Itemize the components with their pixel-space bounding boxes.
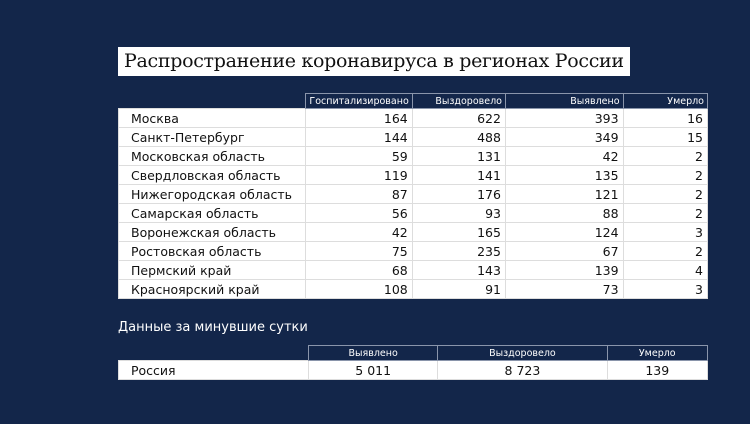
died-value: 139 [606,360,709,380]
recovered-value: 131 [411,146,506,166]
recovered-value: 176 [411,184,506,204]
region-name: Москва [117,108,307,128]
died-value: 3 [622,222,709,242]
header-hospitalized: Госпитализировано [305,93,413,109]
table-row: Красноярский край 108 91 73 3 [117,279,709,299]
recovered-value: 622 [411,108,506,128]
table-header: Выявлено Выздоровело Умерло [119,345,709,361]
header-recovered: Выздоровело [411,93,506,109]
region-name: Ростовская область [117,241,307,261]
region-name: Нижегородская область [117,184,307,204]
detected-value: 393 [504,108,624,128]
died-value: 3 [622,279,709,299]
detected-value: 67 [504,241,624,261]
recovered-value: 235 [411,241,506,261]
region-name: Красноярский край [117,279,307,299]
died-value: 16 [622,108,709,128]
hospitalized-value: 144 [305,127,413,147]
recovered-value: 8 723 [437,360,608,380]
detected-value: 349 [504,127,624,147]
detected-value: 135 [504,165,624,185]
region-name: Россия [118,360,309,380]
died-value: 15 [622,127,709,147]
header-recovered: Выздоровело [437,345,608,361]
header-detected: Выявлено [504,93,624,109]
header-blank [119,346,309,361]
detected-value: 5 011 [307,360,439,380]
hospitalized-value: 59 [305,146,413,166]
table-row: Нижегородская область 87 176 121 2 [117,184,709,204]
detected-value: 139 [504,260,624,280]
died-value: 2 [622,184,709,204]
table-row: Ростовская область 75 235 67 2 [117,241,709,261]
recovered-value: 93 [411,203,506,223]
header-died: Умерло [622,93,709,109]
region-name: Пермский край [117,260,307,280]
hospitalized-value: 42 [305,222,413,242]
regions-table: Госпитализировано Выздоровело Выявлено У… [117,93,709,299]
table-row: Московская область 59 131 42 2 [117,146,709,166]
table-row: Москва 164 622 393 16 [117,108,709,128]
page-title: Распространение коронавируса в регионах … [118,47,630,76]
table-row: Самарская область 56 93 88 2 [117,203,709,223]
died-value: 2 [622,146,709,166]
header-blank [119,94,306,109]
detected-value: 88 [504,203,624,223]
detected-value: 42 [504,146,624,166]
died-value: 4 [622,260,709,280]
table-row: Пермский край 68 143 139 4 [117,260,709,280]
hospitalized-value: 119 [305,165,413,185]
daily-table: Выявлено Выздоровело Умерло Россия 5 011… [118,345,709,380]
daily-subtitle: Данные за минувшие сутки [118,320,308,335]
died-value: 2 [622,241,709,261]
table-row: Воронежская область 42 165 124 3 [117,222,709,242]
table-row: Россия 5 011 8 723 139 [118,360,709,380]
header-detected: Выявлено [307,345,439,361]
died-value: 2 [622,203,709,223]
region-name: Санкт-Петербург [117,127,307,147]
region-name: Свердловская область [117,165,307,185]
table-row: Санкт-Петербург 144 488 349 15 [117,127,709,147]
recovered-value: 165 [411,222,506,242]
recovered-value: 488 [411,127,506,147]
hospitalized-value: 87 [305,184,413,204]
recovered-value: 91 [411,279,506,299]
detected-value: 73 [504,279,624,299]
region-name: Самарская область [117,203,307,223]
hospitalized-value: 108 [305,279,413,299]
detected-value: 121 [504,184,624,204]
header-died: Умерло [606,345,709,361]
recovered-value: 141 [411,165,506,185]
table-row: Свердловская область 119 141 135 2 [117,165,709,185]
recovered-value: 143 [411,260,506,280]
region-name: Воронежская область [117,222,307,242]
table-header: Госпитализировано Выздоровело Выявлено У… [119,93,709,109]
hospitalized-value: 56 [305,203,413,223]
detected-value: 124 [504,222,624,242]
region-name: Московская область [117,146,307,166]
died-value: 2 [622,165,709,185]
hospitalized-value: 68 [305,260,413,280]
hospitalized-value: 75 [305,241,413,261]
hospitalized-value: 164 [305,108,413,128]
